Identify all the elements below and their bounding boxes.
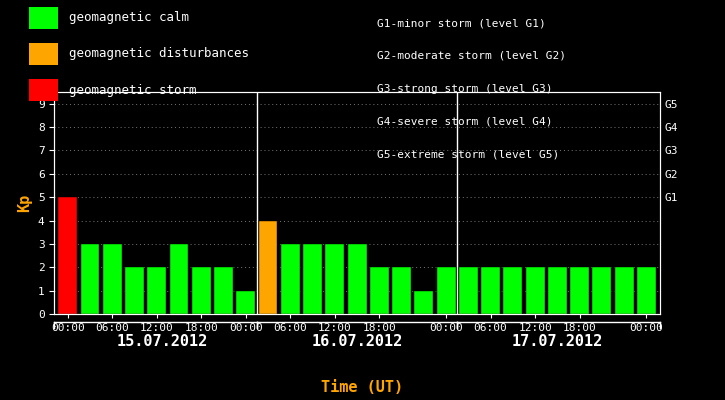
Bar — [615, 267, 634, 314]
Bar — [637, 267, 656, 314]
Text: 15.07.2012: 15.07.2012 — [117, 334, 208, 350]
Bar — [592, 267, 611, 314]
Bar — [103, 244, 122, 314]
Bar — [170, 244, 188, 314]
Bar — [392, 267, 411, 314]
Bar — [370, 267, 389, 314]
Bar — [415, 291, 434, 314]
Bar — [503, 267, 522, 314]
Text: geomagnetic calm: geomagnetic calm — [69, 12, 189, 24]
Bar — [259, 220, 278, 314]
Text: G4-severe storm (level G4): G4-severe storm (level G4) — [377, 116, 552, 126]
Bar — [347, 244, 367, 314]
Bar — [326, 244, 344, 314]
Text: Time (UT): Time (UT) — [321, 380, 404, 396]
Bar — [192, 267, 211, 314]
Text: 17.07.2012: 17.07.2012 — [512, 334, 603, 350]
Bar — [236, 291, 255, 314]
Bar — [548, 267, 567, 314]
Y-axis label: Kp: Kp — [17, 194, 33, 212]
Bar — [303, 244, 322, 314]
Bar — [125, 267, 144, 314]
Text: G3-strong storm (level G3): G3-strong storm (level G3) — [377, 84, 552, 94]
Bar — [281, 244, 299, 314]
Bar — [214, 267, 233, 314]
Text: G5-extreme storm (level G5): G5-extreme storm (level G5) — [377, 149, 559, 159]
Bar — [58, 197, 77, 314]
Bar — [147, 267, 166, 314]
Bar — [459, 267, 478, 314]
Bar — [570, 267, 589, 314]
Text: 16.07.2012: 16.07.2012 — [312, 334, 402, 350]
Bar — [436, 267, 455, 314]
Text: geomagnetic storm: geomagnetic storm — [69, 84, 196, 96]
Bar — [481, 267, 500, 314]
Text: geomagnetic disturbances: geomagnetic disturbances — [69, 48, 249, 60]
Text: G2-moderate storm (level G2): G2-moderate storm (level G2) — [377, 51, 566, 61]
Text: G1-minor storm (level G1): G1-minor storm (level G1) — [377, 18, 546, 28]
Bar — [526, 267, 544, 314]
Bar — [80, 244, 99, 314]
